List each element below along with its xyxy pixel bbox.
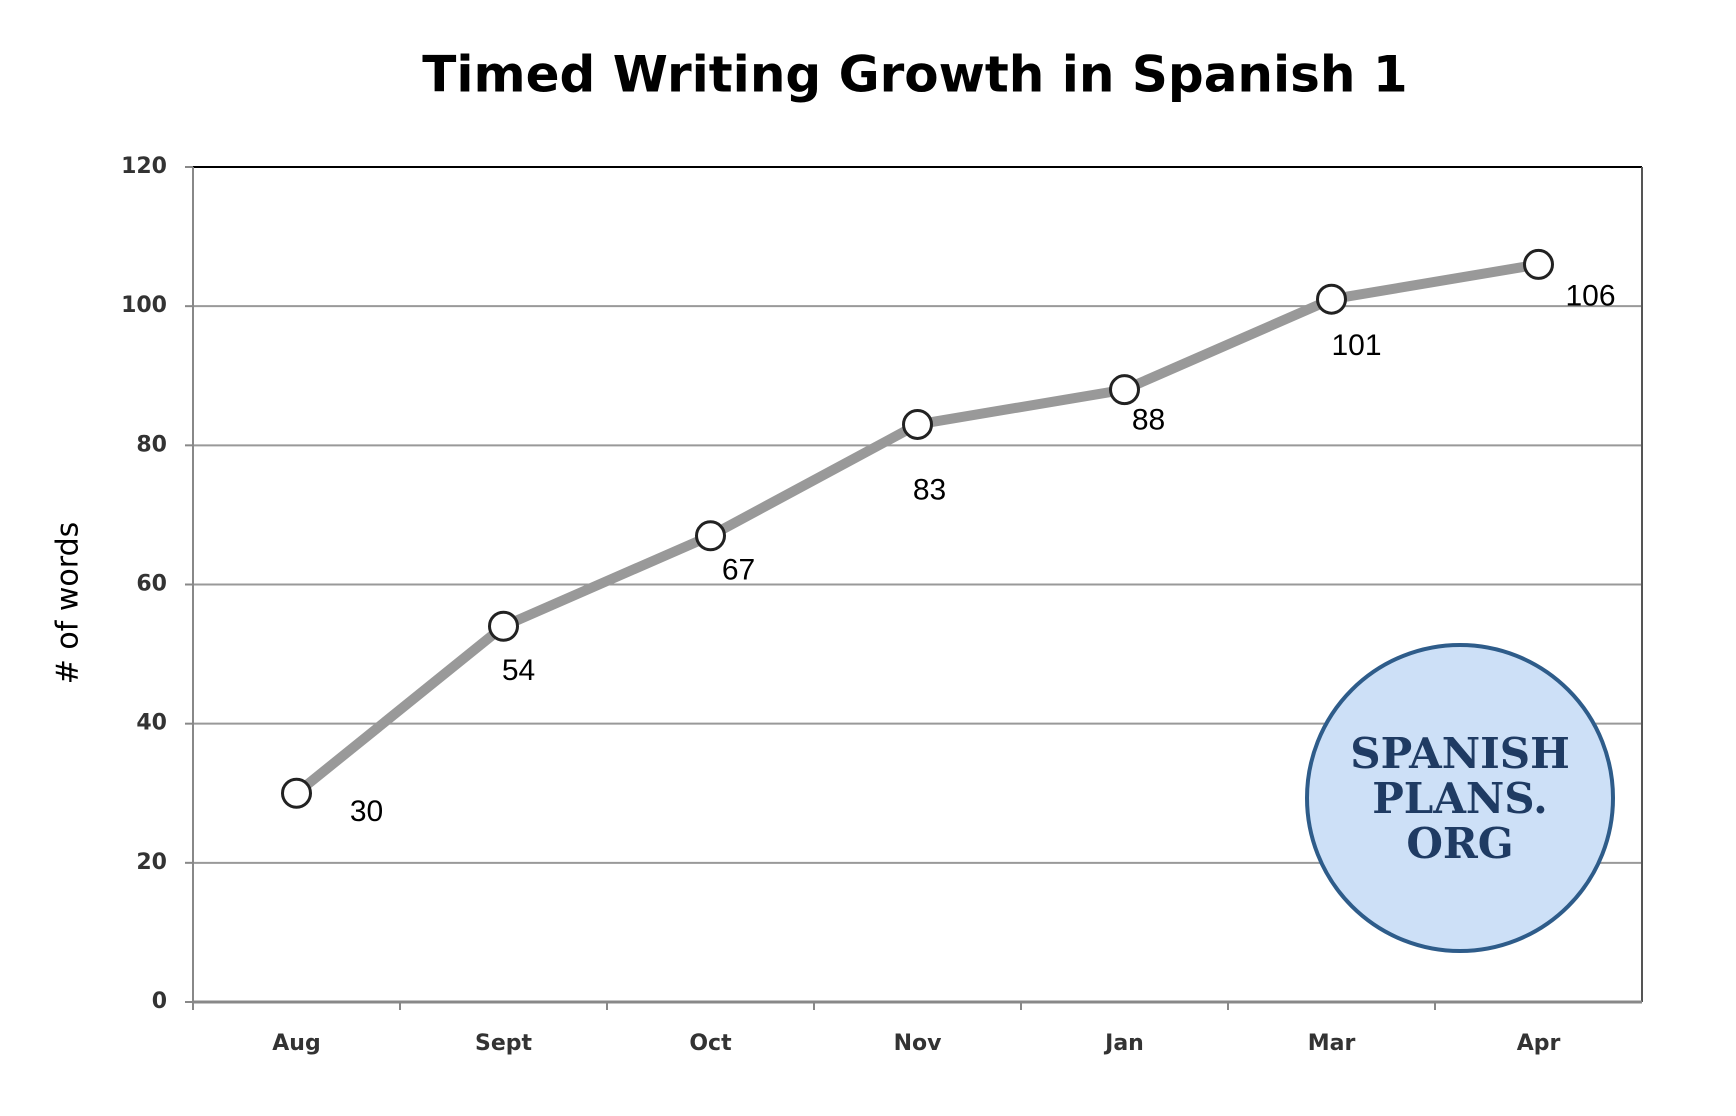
y-tick-label: 80 xyxy=(136,432,167,457)
point-marker xyxy=(902,408,933,440)
x-tick-label: Mar xyxy=(1308,1031,1356,1056)
y-tick-label: 40 xyxy=(136,711,167,736)
x-tick-label: Oct xyxy=(689,1031,732,1056)
logo-text: PLANS. xyxy=(1372,774,1548,823)
data-label: 54 xyxy=(502,654,535,687)
point-marker xyxy=(695,520,726,552)
x-tick-label: Apr xyxy=(1517,1031,1561,1056)
point-marker xyxy=(281,777,312,809)
data-label: 101 xyxy=(1331,329,1381,362)
chart-title: Timed Writing Growth in Spanish 1 xyxy=(422,46,1407,104)
y-tick-label: 60 xyxy=(136,572,167,597)
data-label: 83 xyxy=(913,473,946,506)
point-marker xyxy=(1316,283,1347,315)
point-marker xyxy=(488,610,519,642)
point-marker xyxy=(1109,374,1140,406)
data-label: 88 xyxy=(1132,404,1165,437)
logo-circle xyxy=(1305,643,1615,953)
y-tick-label: 100 xyxy=(121,293,167,318)
data-label: 106 xyxy=(1565,279,1615,312)
y-tick-label: 120 xyxy=(121,154,167,179)
point-marker xyxy=(1523,248,1554,280)
logo-text: ORG xyxy=(1406,819,1513,868)
x-tick-label: Aug xyxy=(272,1031,320,1056)
y-tick-label: 20 xyxy=(136,850,167,875)
y-axis-label: # of words xyxy=(51,522,86,685)
x-tick-label: Sept xyxy=(475,1031,533,1056)
logo-text: SPANISH xyxy=(1350,729,1570,778)
y-tick-label: 0 xyxy=(152,989,167,1014)
x-tick-label: Nov xyxy=(894,1031,943,1056)
data-label: 67 xyxy=(722,554,755,587)
x-tick-label: Jan xyxy=(1103,1031,1144,1056)
data-label: 30 xyxy=(350,795,383,828)
